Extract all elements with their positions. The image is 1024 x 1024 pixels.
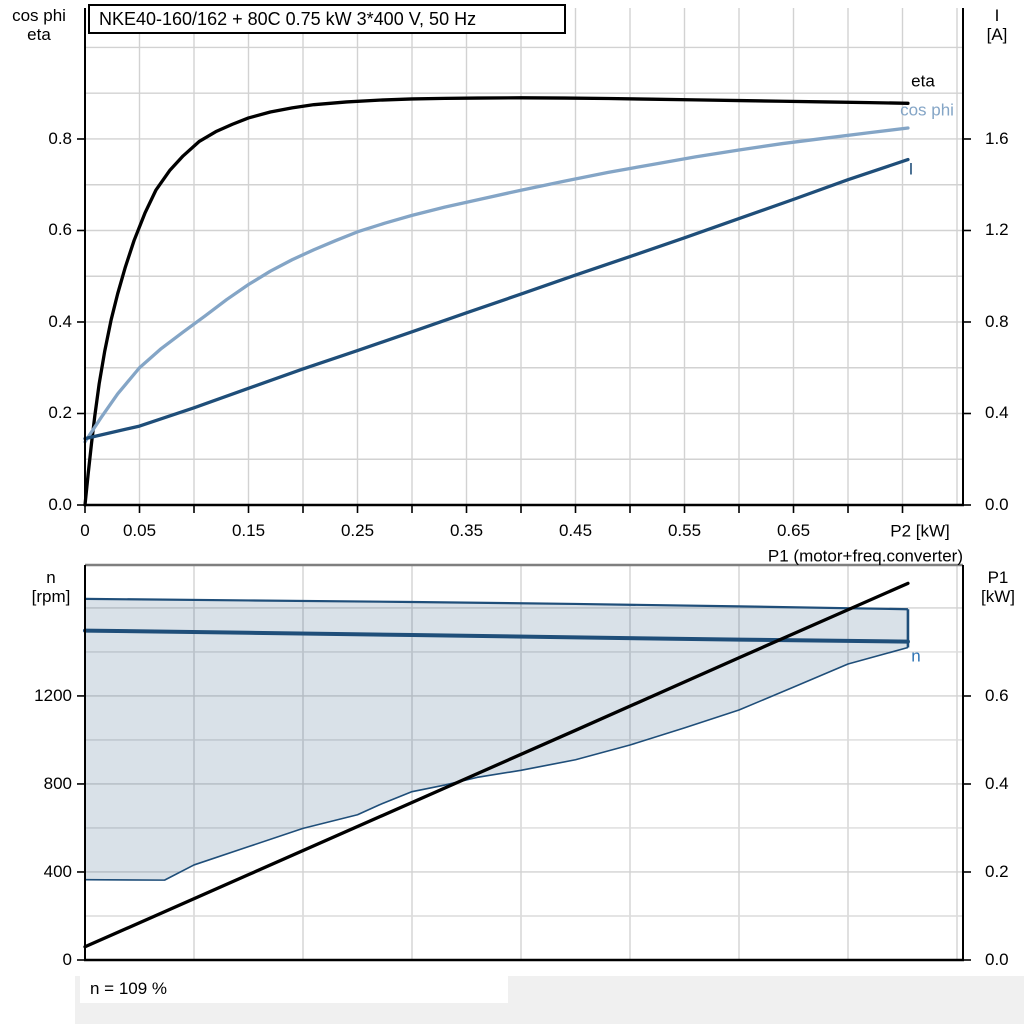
tick-label: 0.0 — [48, 495, 72, 514]
tick-label: 0.65 — [776, 521, 811, 540]
curve-label-cos-phi: cos phi — [900, 100, 954, 120]
tick-label: 0.25 — [340, 521, 375, 540]
tick-label: 400 — [43, 861, 72, 881]
left-axis-label-cosphi: cos phi — [12, 6, 66, 25]
tick-label: 1.6 — [985, 128, 1009, 148]
right-axis-label-unit-a: [A] — [986, 25, 1008, 45]
tick-label: 0.4 — [48, 311, 72, 331]
tick-label: 1200 — [34, 685, 72, 705]
tick-label: 0.8 — [985, 311, 1009, 331]
right-axis-label-unit-kw: [kW] — [981, 587, 1015, 607]
chart-title: NKE40-160/162 + 80C 0.75 kW 3*400 V, 50 … — [99, 8, 477, 29]
p1-annotation: P1 (motor+freq.converter) — [767, 546, 963, 566]
x-axis-label-p2: P2 [kW] — [890, 521, 950, 541]
tick-label: 800 — [43, 773, 72, 793]
top-right-axis-label: I [A] — [974, 6, 1020, 44]
tick-label: 0.0 — [985, 950, 1009, 969]
bottom-left-axis-label: n [rpm] — [20, 568, 82, 606]
curve-label-n: n — [911, 646, 921, 666]
left-axis-label-eta: eta — [27, 25, 51, 45]
tick-label: 0 — [80, 521, 90, 540]
tick-label: 0.35 — [449, 521, 484, 540]
speed-note: n = 109 % — [90, 979, 168, 998]
tick-label: 1.2 — [985, 220, 1009, 240]
left-axis-label-unit-rpm: [rpm] — [31, 587, 71, 607]
tick-label: 0.15 — [231, 521, 266, 540]
chart-title-box: NKE40-160/162 + 80C 0.75 kW 3*400 V, 50 … — [88, 4, 566, 34]
tick-label: 0.55 — [667, 521, 702, 540]
tick-label: 0 — [62, 950, 72, 969]
top-left-axis-label: cos phi eta — [6, 6, 72, 44]
tick-label: 0.2 — [985, 861, 1009, 881]
curve-label-eta: eta — [911, 71, 935, 91]
right-axis-label-i: I — [994, 6, 1000, 25]
note-background — [80, 976, 508, 1003]
tick-label: 0.6 — [985, 685, 1009, 705]
curve-label-current: I — [908, 159, 914, 179]
tick-label: 0.0 — [985, 495, 1009, 514]
tick-label: 0.4 — [985, 773, 1009, 793]
bottom-right-axis-label: P1 [kW] — [974, 568, 1022, 606]
left-axis-label-n: n — [46, 568, 56, 587]
tick-label: 0.05 — [122, 521, 157, 540]
tick-label: 0.4 — [985, 403, 1009, 423]
right-axis-label-p1: P1 — [987, 568, 1009, 587]
tick-label: 0.6 — [48, 220, 72, 240]
tick-label: 0.45 — [558, 521, 593, 540]
tick-label: 0.2 — [48, 403, 72, 423]
tick-label: 0.8 — [48, 128, 72, 148]
